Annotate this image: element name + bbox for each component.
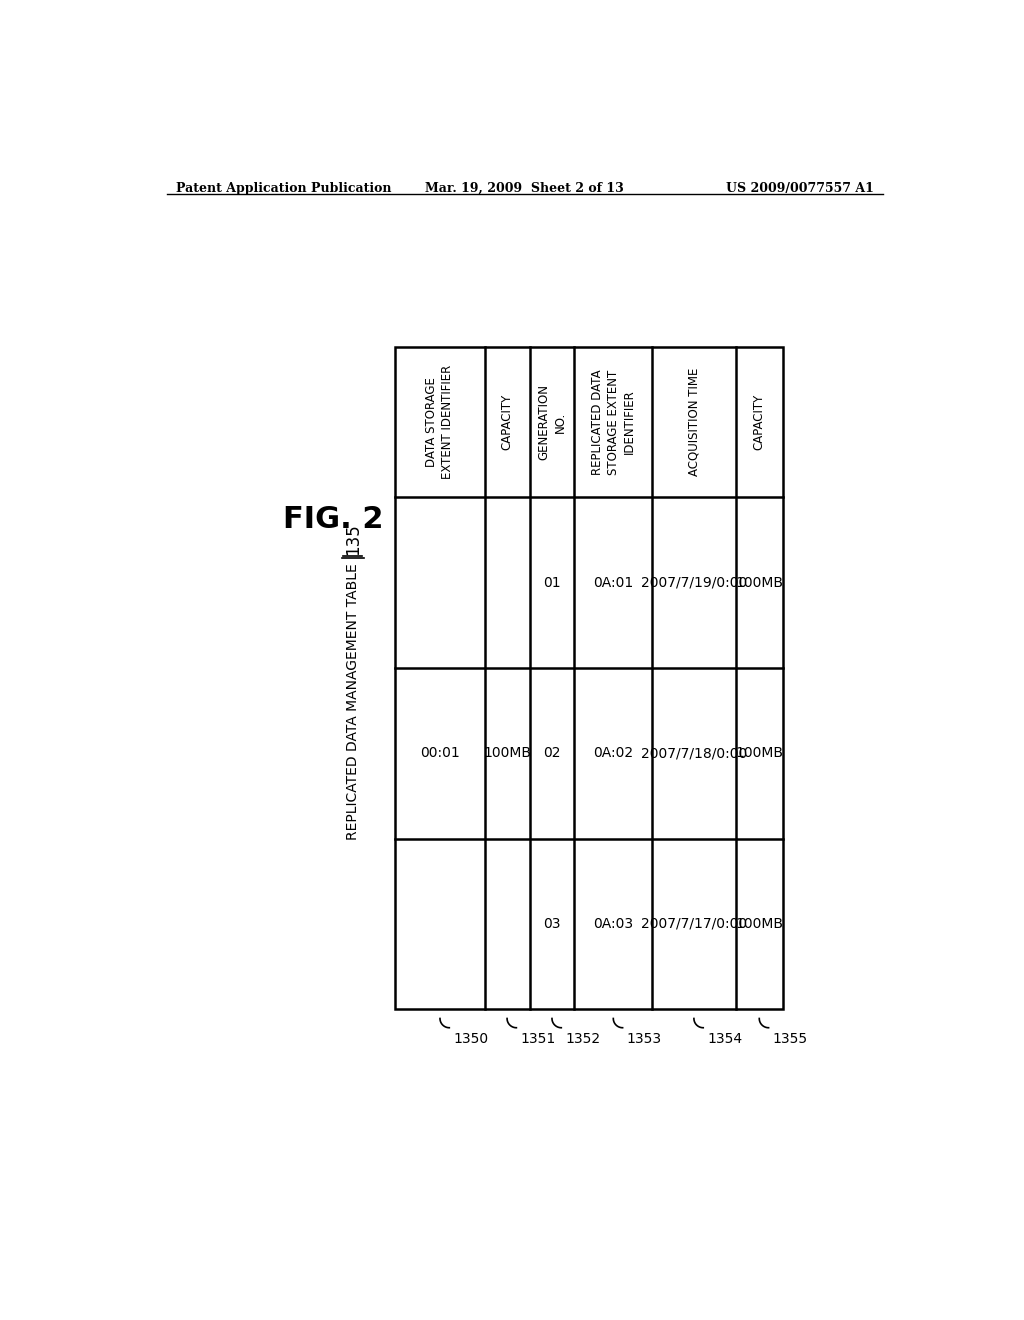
Text: REPLICATED DATA MANAGEMENT TABLE: REPLICATED DATA MANAGEMENT TABLE (346, 562, 359, 840)
Text: 00:01: 00:01 (420, 746, 460, 760)
Text: 2007/7/18/0:00: 2007/7/18/0:00 (641, 746, 748, 760)
Text: 0A:03: 0A:03 (593, 917, 634, 931)
Text: 0A:01: 0A:01 (593, 576, 634, 590)
Text: 100MB: 100MB (735, 746, 783, 760)
Text: 100MB: 100MB (735, 576, 783, 590)
Text: GENERATION
NO.: GENERATION NO. (538, 384, 566, 461)
Text: ACQUISITION TIME: ACQUISITION TIME (687, 368, 700, 477)
Text: 0A:02: 0A:02 (593, 746, 634, 760)
Text: US 2009/0077557 A1: US 2009/0077557 A1 (726, 182, 873, 194)
Text: 01: 01 (543, 576, 561, 590)
Text: CAPACITY: CAPACITY (501, 393, 514, 450)
Text: 02: 02 (544, 746, 561, 760)
Text: REPLICATED DATA
STORAGE EXTENT
IDENTIFIER: REPLICATED DATA STORAGE EXTENT IDENTIFIE… (591, 370, 636, 475)
Text: 1354: 1354 (708, 1032, 742, 1045)
Text: 100MB: 100MB (483, 746, 531, 760)
Text: Patent Application Publication: Patent Application Publication (176, 182, 391, 194)
Text: 135: 135 (344, 524, 361, 556)
Text: Mar. 19, 2009  Sheet 2 of 13: Mar. 19, 2009 Sheet 2 of 13 (425, 182, 625, 194)
Text: 100MB: 100MB (735, 917, 783, 931)
Text: 03: 03 (544, 917, 561, 931)
Text: 2007/7/19/0:00: 2007/7/19/0:00 (641, 576, 748, 590)
Text: DATA STORAGE
EXTENT IDENTIFIER: DATA STORAGE EXTENT IDENTIFIER (426, 366, 455, 479)
Text: 1355: 1355 (772, 1032, 808, 1045)
Text: 1353: 1353 (627, 1032, 662, 1045)
Bar (395, 347, 783, 1010)
Text: 1350: 1350 (454, 1032, 488, 1045)
Text: CAPACITY: CAPACITY (753, 393, 766, 450)
Text: 2007/7/17/0:00: 2007/7/17/0:00 (641, 917, 746, 931)
Text: 1352: 1352 (565, 1032, 600, 1045)
Text: 1351: 1351 (520, 1032, 555, 1045)
Text: FIG. 2: FIG. 2 (283, 506, 384, 533)
